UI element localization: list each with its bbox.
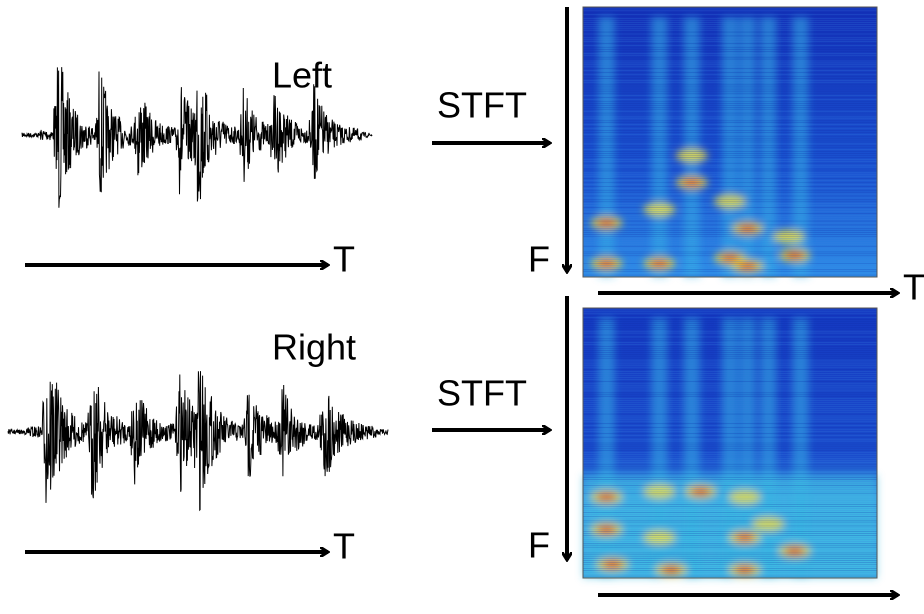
- spectrogram-texture: [597, 525, 617, 533]
- transform-label: STFT: [437, 85, 527, 126]
- spectrogram-texture: [661, 566, 681, 574]
- spectrogram-texture: [714, 194, 746, 208]
- spectrogram-texture: [651, 17, 667, 277]
- spectrogram-texture: [643, 485, 675, 499]
- time-label: T: [333, 239, 355, 280]
- channel-label: Right: [272, 327, 356, 368]
- spectrogram-texture: [785, 251, 805, 259]
- spectrogram-texture: [691, 488, 711, 496]
- spectrogram-texture: [735, 566, 755, 574]
- channel-label: Left: [272, 55, 332, 96]
- spec-time-label: T: [903, 267, 924, 308]
- freq-label: F: [528, 525, 550, 566]
- waveform: [8, 371, 388, 510]
- spectrogram-texture: [722, 17, 738, 277]
- spectrogram-texture: [720, 254, 740, 262]
- spectrogram-texture: [738, 224, 758, 232]
- spectrogram: [583, 7, 877, 277]
- panel-right: Right T STFT F: [8, 296, 898, 595]
- spectrogram-texture: [740, 17, 756, 277]
- spectrogram-texture: [684, 17, 700, 277]
- panel-left: Left T STFT F T: [22, 7, 924, 308]
- spectrogram: [583, 308, 877, 578]
- transform-label: STFT: [437, 373, 527, 414]
- freq-label: F: [528, 239, 550, 280]
- diagram: Left T STFT F T Right T STFT F: [0, 0, 924, 609]
- spectrogram-texture: [599, 17, 615, 277]
- time-label: T: [333, 526, 355, 567]
